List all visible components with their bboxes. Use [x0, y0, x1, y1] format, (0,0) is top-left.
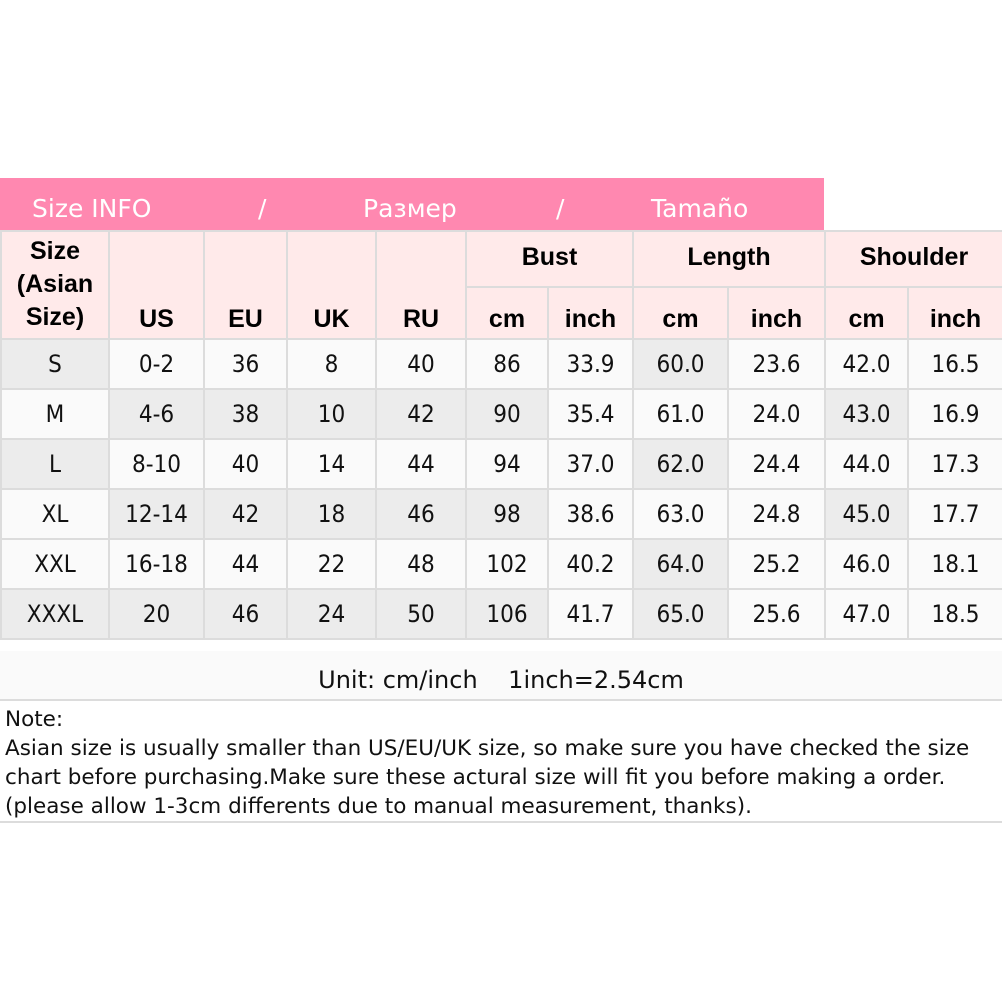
header-us: US	[108, 230, 205, 340]
cell-length-inch: 25.2	[726, 538, 827, 590]
cell-bust-cm: 90	[465, 388, 549, 440]
cell-shoulder-inch: 18.5	[907, 588, 1002, 640]
cell-eu: 38	[203, 388, 288, 440]
cell-size: S	[0, 338, 110, 390]
cell-bust-inch: 35.4	[547, 388, 634, 440]
cell-shoulder-cm: 45.0	[824, 488, 910, 540]
cell-uk: 22	[286, 538, 377, 590]
cell-ru: 40	[375, 338, 467, 390]
cell-shoulder-cm: 44.0	[824, 438, 910, 490]
cell-uk: 10	[286, 388, 377, 440]
cell-ru: 48	[375, 538, 467, 590]
cell-shoulder-cm: 43.0	[824, 388, 910, 440]
cell-shoulder-cm: 47.0	[824, 588, 910, 640]
cell-bust-inch: 33.9	[547, 338, 634, 390]
cell-size: M	[0, 388, 110, 440]
cell-length-cm: 65.0	[632, 588, 729, 640]
header-uk: UK	[286, 230, 377, 340]
cell-ru: 50	[375, 588, 467, 640]
cell-length-inch: 25.6	[726, 588, 827, 640]
header-shoulder: Shoulder	[824, 230, 1002, 288]
banner-razmer: Размер	[363, 194, 457, 223]
note-title: Note:	[5, 707, 64, 732]
cell-eu: 40	[203, 438, 288, 490]
header-length-inch: inch	[726, 286, 827, 340]
cell-length-inch: 24.4	[726, 438, 827, 490]
cell-size: XL	[0, 488, 110, 540]
cell-eu: 44	[203, 538, 288, 590]
cell-bust-cm: 98	[465, 488, 549, 540]
banner-slash: /	[258, 194, 267, 223]
cell-length-cm: 62.0	[632, 438, 729, 490]
cell-bust-inch: 41.7	[547, 588, 634, 640]
cell-bust-inch: 38.6	[547, 488, 634, 540]
cell-us: 12-14	[108, 488, 205, 540]
table-row: L 8-10 40 14 44 94 37.0 62.0 24.4 44.0 17.3	[0, 438, 1002, 490]
table-row: XL 12-14 42 18 46 98 38.6 63.0 24.8 45.0 17.7	[0, 488, 1002, 540]
cell-bust-cm: 94	[465, 438, 549, 490]
cell-bust-inch: 40.2	[547, 538, 634, 590]
table-row: XXXL 20 46 24 50 106 41.7 65.0 25.6 47.0 18.5	[0, 588, 1002, 640]
cell-ru: 42	[375, 388, 467, 440]
banner-slash: /	[556, 194, 565, 223]
cell-uk: 14	[286, 438, 377, 490]
header-bust: Bust	[465, 230, 634, 288]
header-eu: EU	[203, 230, 288, 340]
header-shoulder-inch: inch	[907, 286, 1002, 340]
cell-bust-cm: 86	[465, 338, 549, 390]
table-row: M 4-6 38 10 42 90 35.4 61.0 24.0 43.0 16.9	[0, 388, 1002, 440]
cell-shoulder-inch: 17.3	[907, 438, 1002, 490]
size-info-banner: Size INFO / Размер / Tamaño	[0, 178, 824, 230]
cell-size: XXXL	[0, 588, 110, 640]
cell-size: L	[0, 438, 110, 490]
size-table: Size (Asian Size) US EU UK RU Bust Lengt…	[0, 230, 1002, 640]
cell-ru: 46	[375, 488, 467, 540]
cell-us: 0-2	[108, 338, 205, 390]
cell-size: XXL	[0, 538, 110, 590]
cell-shoulder-inch: 16.5	[907, 338, 1002, 390]
cell-ru: 44	[375, 438, 467, 490]
note-block: Note: Asian size is usually smaller than…	[0, 701, 1002, 823]
cell-eu: 42	[203, 488, 288, 540]
header-shoulder-cm: cm	[824, 286, 910, 340]
cell-length-cm: 61.0	[632, 388, 729, 440]
cell-length-cm: 63.0	[632, 488, 729, 540]
cell-us: 16-18	[108, 538, 205, 590]
header-bust-cm: cm	[465, 286, 549, 340]
cell-uk: 24	[286, 588, 377, 640]
cell-us: 8-10	[108, 438, 205, 490]
banner-size-info: Size INFO	[32, 194, 152, 223]
cell-us: 4-6	[108, 388, 205, 440]
cell-bust-cm: 102	[465, 538, 549, 590]
header-length: Length	[631, 230, 827, 288]
cell-shoulder-cm: 42.0	[824, 338, 910, 390]
header-size: Size (Asian Size)	[0, 230, 110, 340]
cell-length-inch: 24.0	[726, 388, 827, 440]
table-row: S 0-2 36 8 40 86 33.9 60.0 23.6 42.0 16.5	[0, 338, 1002, 390]
cell-shoulder-inch: 18.1	[907, 538, 1002, 590]
cell-shoulder-inch: 17.7	[907, 488, 1002, 540]
cell-length-inch: 23.6	[726, 338, 827, 390]
cell-bust-inch: 37.0	[547, 438, 634, 490]
note-text: Asian size is usually smaller than US/EU…	[5, 736, 970, 819]
cell-eu: 36	[203, 338, 288, 390]
cell-bust-cm: 106	[465, 588, 549, 640]
cell-shoulder-cm: 46.0	[824, 538, 910, 590]
header-length-cm: cm	[632, 286, 729, 340]
cell-shoulder-inch: 16.9	[907, 388, 1002, 440]
unit-conversion: Unit: cm/inch 1inch=2.54cm	[0, 651, 1002, 701]
cell-uk: 18	[286, 488, 377, 540]
cell-length-inch: 24.8	[726, 488, 827, 540]
cell-length-cm: 64.0	[632, 538, 729, 590]
table-row: XXL 16-18 44 22 48 102 40.2 64.0 25.2 46.0 18.1	[0, 538, 1002, 590]
cell-length-cm: 60.0	[632, 338, 729, 390]
cell-eu: 46	[203, 588, 288, 640]
header-bust-inch: inch	[547, 286, 634, 340]
header-ru: RU	[375, 230, 467, 340]
cell-us: 20	[108, 588, 205, 640]
banner-tamano: Tamaño	[651, 194, 749, 223]
cell-uk: 8	[286, 338, 377, 390]
